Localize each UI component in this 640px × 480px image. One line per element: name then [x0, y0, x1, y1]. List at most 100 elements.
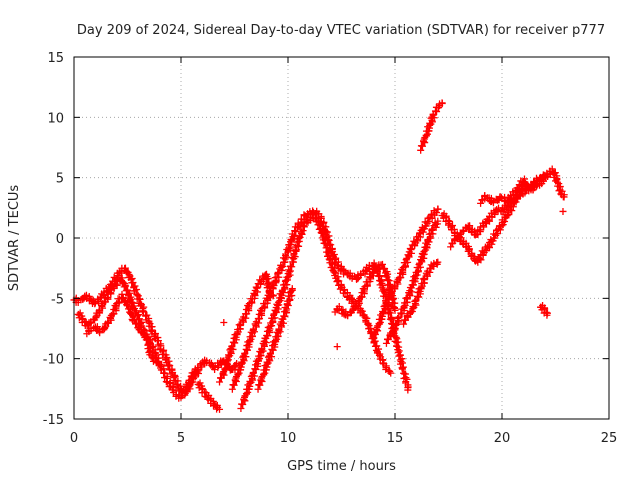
- data-point: [423, 130, 431, 138]
- data-point: [286, 245, 294, 253]
- data-point: [266, 350, 274, 358]
- x-tick-label: 15: [387, 431, 404, 446]
- data-point: [420, 248, 428, 256]
- data-point: [448, 222, 456, 230]
- y-tick-label: 10: [47, 111, 64, 126]
- data-point: [387, 369, 395, 377]
- x-tick-label: 25: [601, 431, 618, 446]
- data-point: [101, 324, 109, 332]
- data-point: [309, 211, 317, 219]
- x-tick-label: 20: [494, 431, 511, 446]
- data-point: [194, 367, 202, 375]
- data-point: [508, 207, 516, 215]
- data-point: [254, 315, 262, 323]
- y-tick-label: -15: [43, 413, 64, 428]
- data-point: [235, 369, 243, 377]
- data-point: [263, 332, 271, 340]
- data-point: [222, 364, 230, 372]
- data-point: [291, 243, 299, 251]
- data-point: [543, 171, 551, 179]
- data-point: [257, 308, 265, 316]
- data-point: [114, 273, 122, 281]
- data-point: [434, 258, 442, 266]
- data-point: [432, 209, 440, 217]
- data-point: [237, 405, 245, 413]
- data-point: [128, 279, 136, 287]
- data-point: [543, 311, 551, 319]
- data-point: [416, 230, 424, 238]
- data-point: [378, 260, 386, 268]
- data-point: [153, 337, 161, 345]
- data-point: [551, 169, 559, 177]
- data-point: [484, 242, 492, 250]
- data-point: [379, 265, 387, 273]
- data-point: [288, 285, 296, 293]
- y-axis-label: SDTVAR / TECUs: [7, 185, 22, 292]
- data-point: [416, 233, 424, 241]
- data-point: [548, 165, 556, 173]
- data-point: [484, 216, 492, 224]
- data-point: [272, 278, 280, 286]
- data-point: [514, 185, 522, 193]
- data-point: [370, 330, 378, 338]
- data-point: [245, 303, 253, 311]
- data-point: [429, 111, 437, 119]
- data-point: [382, 339, 390, 347]
- data-point: [198, 363, 206, 371]
- data-point: [382, 299, 390, 307]
- data-point: [360, 286, 368, 294]
- data-point: [559, 207, 567, 215]
- data-point: [496, 226, 504, 234]
- data-point: [216, 405, 224, 413]
- data-point: [249, 369, 257, 377]
- data-point: [435, 103, 443, 111]
- y-tick-label: -10: [43, 353, 64, 368]
- chart-title: Day 209 of 2024, Sidereal Day-to-day VTE…: [77, 23, 605, 38]
- data-point: [238, 400, 246, 408]
- data-point: [426, 234, 434, 242]
- y-tick-label: 15: [47, 51, 64, 66]
- data-point: [412, 297, 420, 305]
- data-point: [408, 281, 416, 289]
- data-point: [396, 274, 404, 282]
- data-point: [109, 310, 117, 318]
- data-point: [489, 199, 497, 207]
- data-point: [491, 210, 499, 218]
- data-point: [132, 320, 140, 328]
- data-point: [369, 269, 377, 277]
- data-point: [434, 205, 442, 213]
- data-point: [357, 293, 365, 301]
- data-point: [130, 316, 138, 324]
- data-point: [325, 255, 333, 263]
- data-point: [126, 294, 134, 302]
- data-point: [92, 313, 100, 321]
- data-point: [407, 245, 415, 253]
- data-point: [376, 318, 384, 326]
- data-point: [228, 343, 236, 351]
- data-point: [401, 370, 409, 378]
- x-tick-label: 10: [280, 431, 297, 446]
- data-point: [96, 329, 104, 337]
- data-point: [428, 225, 436, 233]
- data-point: [327, 254, 335, 262]
- data-point: [386, 315, 394, 323]
- data-point: [244, 388, 252, 396]
- data-point: [434, 217, 442, 225]
- data-point: [482, 247, 490, 255]
- data-point: [400, 320, 408, 328]
- data-point: [286, 262, 294, 270]
- data-point: [370, 335, 378, 343]
- data-point: [447, 243, 455, 251]
- data-point: [295, 242, 303, 250]
- data-point: [107, 290, 115, 298]
- data-point: [261, 369, 269, 377]
- data-point: [185, 383, 193, 391]
- data-point: [498, 222, 506, 230]
- x-tick-label: 0: [70, 431, 78, 446]
- data-point: [349, 306, 357, 314]
- data-point: [139, 307, 147, 315]
- data-point: [193, 368, 201, 376]
- x-axis-label: GPS time / hours: [287, 459, 396, 474]
- data-point: [255, 381, 263, 389]
